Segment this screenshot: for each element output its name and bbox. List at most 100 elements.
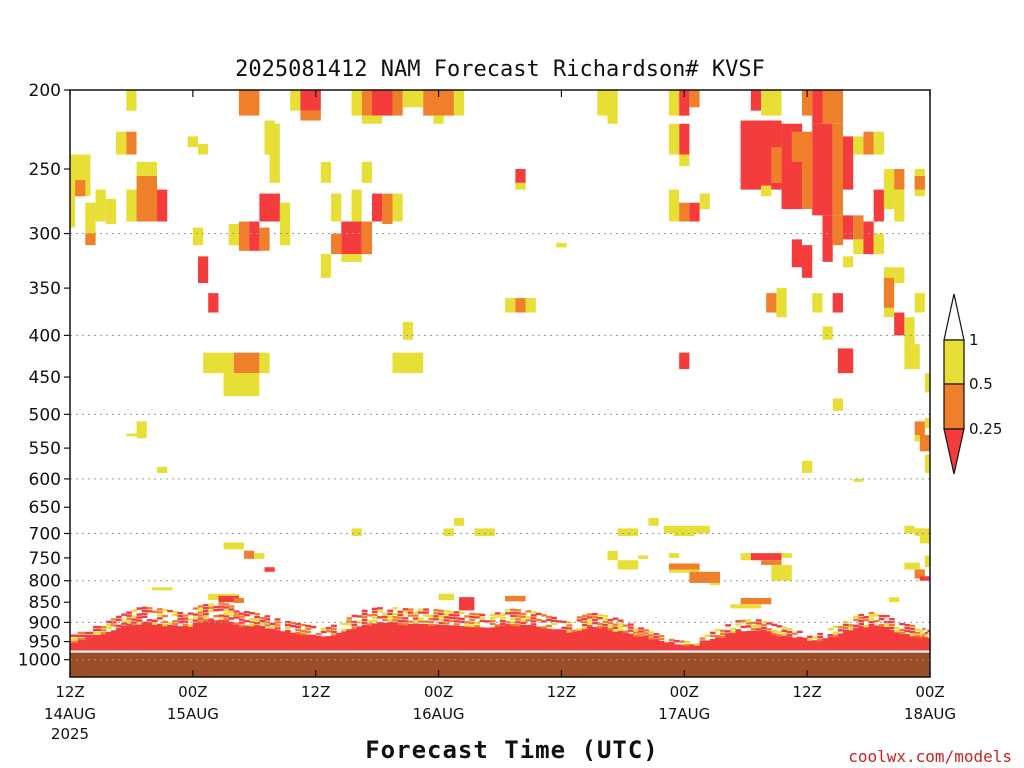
ri-cell (136, 616, 143, 619)
ri-cell (658, 641, 665, 651)
ri-cell (868, 614, 875, 618)
ri-cell (428, 620, 435, 624)
ri-cell (761, 623, 767, 627)
ri-cell (341, 628, 348, 632)
ri-cell (418, 623, 424, 651)
ri-cell (177, 614, 184, 618)
ri-cell (540, 614, 547, 617)
ri-cell (894, 267, 905, 284)
ri-cell (766, 622, 772, 625)
ri-cell (448, 610, 455, 614)
ri-cell (208, 293, 219, 313)
ri-cell (889, 623, 895, 627)
ri-cell (254, 615, 261, 619)
ri-cell (761, 631, 767, 651)
ri-cell (105, 626, 112, 630)
ri-cell (761, 629, 767, 633)
ri-cell (556, 629, 563, 632)
ri-cell (238, 618, 245, 621)
ri-cell (510, 608, 516, 612)
ri-cell (643, 637, 650, 651)
ri-cell (525, 610, 532, 613)
ri-cell (638, 555, 649, 559)
ri-cell (904, 633, 911, 651)
ri-cell (622, 630, 629, 633)
ri-cell (587, 619, 593, 622)
colorbar-band (943, 383, 965, 430)
ri-cell (305, 627, 312, 631)
ri-cell (136, 421, 147, 439)
ri-cell (494, 626, 501, 651)
ri-cell (172, 613, 179, 617)
ri-cell (459, 597, 475, 611)
ri-cell (136, 176, 158, 222)
ri-cell (377, 622, 383, 625)
ri-cell (679, 154, 690, 167)
ri-cell (331, 627, 337, 631)
ri-cell (157, 623, 163, 651)
ri-cell (755, 625, 762, 628)
ri-cell (771, 629, 778, 633)
ri-cell (883, 628, 890, 651)
ri-cell (689, 645, 696, 651)
ri-cell (423, 614, 429, 617)
ri-cell (382, 612, 388, 615)
ri-cell (407, 620, 414, 623)
y-tick-label: 900 (29, 613, 61, 633)
ri-cell (177, 620, 184, 624)
ri-cell (208, 609, 214, 612)
ri-cell (228, 614, 235, 617)
ri-cell (93, 635, 102, 651)
ri-cell (372, 616, 378, 620)
ri-cell (428, 624, 435, 651)
ri-cell (668, 553, 680, 558)
ri-cell (438, 609, 445, 613)
ri-cell (397, 622, 404, 626)
ri-cell (679, 123, 690, 155)
ri-cell (157, 617, 163, 620)
x-tick-date: 17AUG (658, 705, 710, 723)
ri-cell (832, 634, 839, 638)
colorbar-bottom-arrow (943, 428, 965, 475)
ri-cell (192, 622, 199, 625)
ri-cell (121, 625, 127, 628)
ri-cell (658, 637, 665, 641)
ri-cell (433, 624, 440, 651)
ri-cell (259, 193, 280, 222)
ri-cell (397, 610, 404, 614)
ri-cell (484, 620, 491, 623)
ri-cell (366, 623, 373, 626)
ri-cell (479, 616, 486, 620)
ri-cell (418, 611, 424, 614)
ri-cell (761, 560, 782, 565)
x-tick-hour: 00Z (915, 683, 944, 701)
ri-cell (709, 634, 716, 638)
ri-cell (922, 633, 926, 637)
ri-cell (244, 610, 250, 614)
ri-cell (126, 620, 133, 623)
ri-cell (223, 373, 260, 397)
ri-cell (889, 626, 895, 630)
ri-cell (627, 626, 634, 629)
ri-cell (70, 640, 79, 651)
ri-cell (827, 628, 834, 631)
ri-cell (192, 227, 204, 246)
ri-cell (433, 615, 440, 618)
ri-cell (607, 550, 618, 561)
ri-cell (341, 254, 362, 262)
ri-cell (689, 644, 696, 647)
ri-cell (372, 623, 378, 651)
ri-cell (627, 633, 634, 651)
ri-cell (653, 636, 660, 639)
ri-cell (238, 221, 250, 251)
ri-cell (70, 196, 76, 228)
ri-cell (796, 638, 803, 651)
ri-cell (126, 90, 137, 111)
ri-cell (530, 611, 537, 614)
ri-cell (382, 622, 388, 651)
ri-cell (643, 629, 650, 632)
ri-cell (259, 352, 270, 374)
ri-cell (761, 185, 772, 197)
ri-cell (402, 321, 413, 340)
ri-cell (464, 615, 470, 618)
